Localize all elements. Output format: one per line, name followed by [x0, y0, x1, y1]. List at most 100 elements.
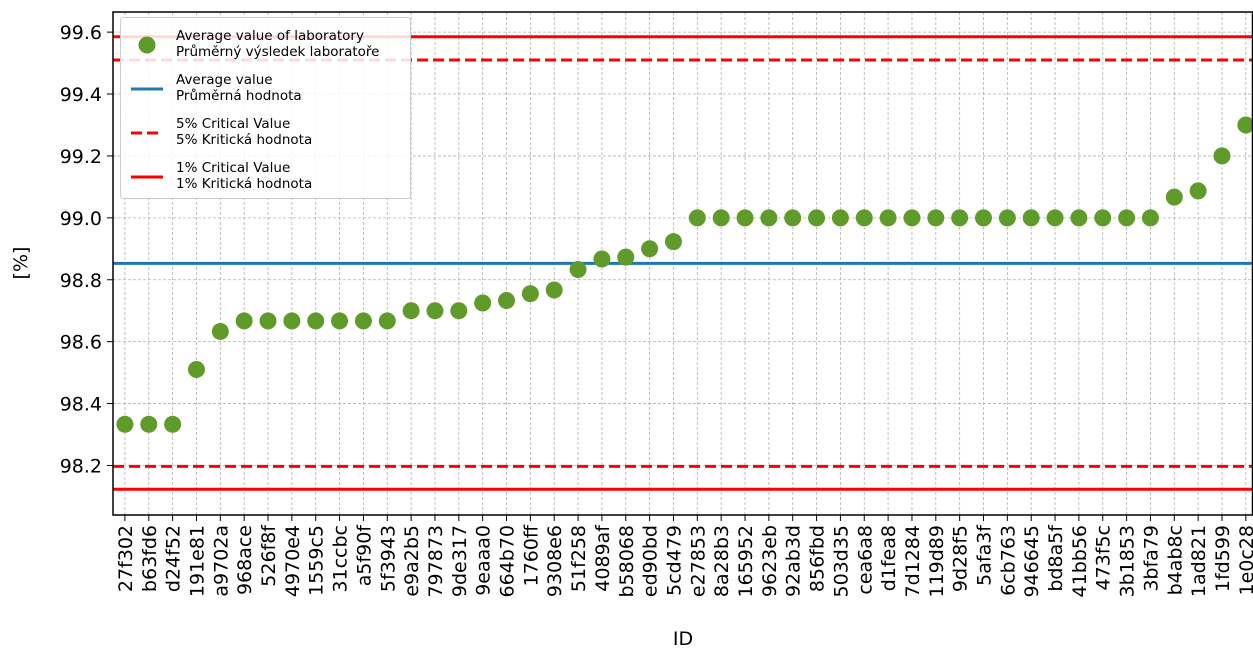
x-tick-label: b4ab8c — [1164, 525, 1186, 595]
x-tick-label: 968ace — [234, 525, 256, 595]
data-point — [736, 209, 754, 227]
data-point — [187, 361, 205, 379]
legend-key — [131, 131, 163, 135]
y-tick-label: 99.6 — [60, 22, 102, 44]
x-axis-label: ID — [673, 628, 693, 650]
x-tick-label: 119d89 — [926, 525, 948, 598]
data-point — [998, 209, 1016, 227]
x-tick-label: 664b70 — [497, 525, 519, 598]
x-tick-label: ed90bd — [640, 525, 662, 597]
x-tick-label: e27853 — [687, 525, 709, 597]
x-tick-label: 526f8f — [258, 524, 280, 587]
x-tick-label: 5afa3f — [974, 524, 996, 586]
x-tick-label: 5f3943 — [377, 525, 399, 592]
x-tick-label: 1760ff — [520, 524, 542, 586]
x-tick-label: 6cb763 — [997, 525, 1019, 596]
data-point — [283, 312, 301, 330]
data-point — [831, 209, 849, 227]
data-point — [259, 312, 277, 330]
data-point — [641, 240, 659, 258]
data-point — [712, 209, 730, 227]
data-point — [116, 415, 134, 433]
data-point — [426, 302, 444, 320]
legend-label: 1% Critical Value 1% Kritická hodnota — [176, 160, 313, 192]
data-point — [1022, 209, 1040, 227]
x-tick-label: d1fea8 — [878, 525, 900, 591]
data-point — [664, 233, 682, 251]
data-point — [760, 209, 778, 227]
x-tick-label: 9d28f5 — [950, 525, 972, 592]
legend-label: Average value Průměrná hodnota — [176, 72, 302, 104]
x-tick-label: 7d1284 — [902, 525, 924, 598]
x-tick-label: cea6a8 — [854, 525, 876, 595]
legend-marker — [138, 36, 156, 54]
x-tick-label: 946645 — [1021, 525, 1043, 598]
data-point — [1070, 209, 1088, 227]
x-tick-label: a5f90f — [353, 524, 375, 587]
x-tick-label: 5cd479 — [663, 525, 685, 596]
y-tick-label: 98.2 — [60, 455, 102, 477]
x-tick-label: 1e0c28 — [1236, 525, 1253, 596]
x-tick-label: 41bb56 — [1069, 525, 1091, 597]
y-tick-label: 99.2 — [60, 146, 102, 168]
y-tick-label: 99.4 — [60, 84, 102, 106]
data-point — [1237, 116, 1253, 134]
x-tick-label: 9de317 — [449, 525, 471, 597]
legend-key — [131, 87, 163, 91]
data-point — [474, 294, 492, 312]
y-axis-label: [%] — [10, 247, 32, 280]
data-point — [975, 209, 993, 227]
x-tick-label: e9a2b5 — [401, 525, 423, 597]
data-point — [784, 209, 802, 227]
data-point — [1213, 147, 1231, 165]
x-tick-label: d24f52 — [163, 525, 185, 592]
data-point — [879, 209, 897, 227]
x-tick-label: 92ab3d — [783, 525, 805, 597]
x-tick-label: 31ccbc — [330, 525, 352, 593]
data-point — [855, 209, 873, 227]
data-point — [498, 291, 516, 309]
x-tick-label: 1ad821 — [1188, 525, 1210, 597]
data-point — [808, 209, 826, 227]
x-tick-label: 27f302 — [115, 525, 137, 592]
data-point — [951, 209, 969, 227]
data-point — [1141, 209, 1159, 227]
data-point — [545, 281, 563, 299]
data-point — [1118, 209, 1136, 227]
data-point — [927, 209, 945, 227]
x-tick-label: b58068 — [616, 525, 638, 598]
legend-label: Average value of laboratory Průměrný výs… — [176, 28, 380, 60]
data-point — [521, 285, 539, 303]
data-point — [140, 415, 158, 433]
x-tick-label: 797873 — [425, 525, 447, 598]
data-point — [1046, 209, 1064, 227]
data-point — [164, 415, 182, 433]
data-point — [688, 209, 706, 227]
y-tick-label: 98.8 — [60, 270, 102, 292]
data-point — [331, 312, 349, 330]
data-point — [402, 302, 420, 320]
data-point — [307, 312, 325, 330]
legend-key — [138, 36, 156, 54]
x-tick-label: b63fd6 — [139, 525, 161, 592]
data-point — [617, 248, 635, 266]
x-tick-label: 856fbd — [807, 525, 829, 592]
x-tick-label: 4970e4 — [282, 525, 304, 597]
data-point — [1189, 182, 1207, 200]
x-tick-label: bd8a5f — [1045, 524, 1067, 592]
legend-key — [131, 175, 163, 179]
legend-label: 5% Critical Value 5% Kritická hodnota — [176, 116, 313, 148]
x-tick-label: 9308e6 — [544, 525, 566, 597]
data-point — [354, 312, 372, 330]
x-tick-label: 503d35 — [830, 525, 852, 598]
x-tick-label: 191e81 — [186, 525, 208, 597]
data-point — [378, 312, 396, 330]
x-tick-label: 9623eb — [759, 525, 781, 597]
x-tick-label: 473f5c — [1093, 525, 1115, 591]
x-tick-label: 3bfa79 — [1140, 525, 1162, 592]
x-tick-label: 4089af — [592, 524, 614, 592]
y-tick-label: 98.6 — [60, 332, 102, 354]
x-tick-label: a9702a — [210, 525, 232, 597]
x-tick-label: 165952 — [735, 525, 757, 598]
